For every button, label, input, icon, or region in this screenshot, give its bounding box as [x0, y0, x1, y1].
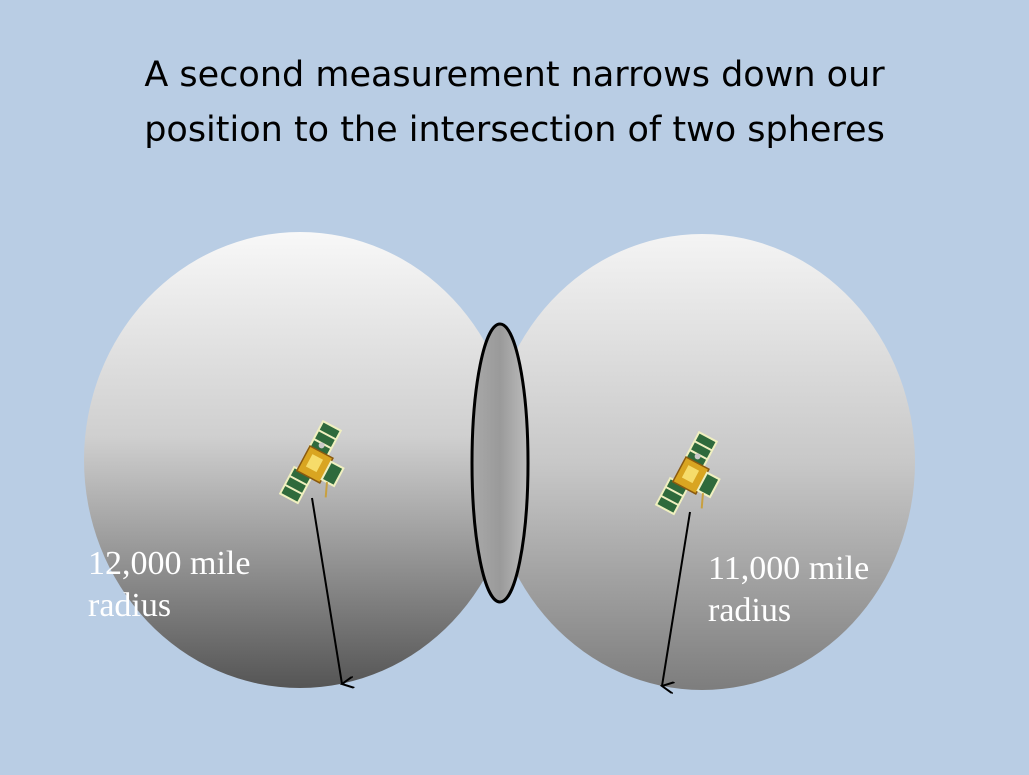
satellite-icon: [278, 419, 345, 505]
title-line-1: A second measurement narrows down our: [144, 55, 885, 95]
radius-label-right: 11,000 mile radius: [708, 548, 869, 632]
radius-label-left: 12,000 mile radius: [88, 543, 250, 627]
sphere-left: [84, 232, 516, 688]
radius-label-left-line1: 12,000 mile: [88, 545, 251, 582]
satellite-icon: [654, 430, 721, 516]
radius-arrow-right: [662, 511, 691, 686]
slide-title: A second measurement narrows down our po…: [60, 48, 969, 158]
radius-label-right-line1: 11,000 mile: [708, 550, 870, 587]
intersection-circle: [470, 322, 530, 604]
radius-arrow-left: [311, 497, 342, 684]
radius-label-right-line2: radius: [708, 592, 792, 629]
title-line-2: position to the intersection of two sphe…: [144, 110, 885, 150]
radius-label-left-line2: radius: [88, 587, 172, 624]
